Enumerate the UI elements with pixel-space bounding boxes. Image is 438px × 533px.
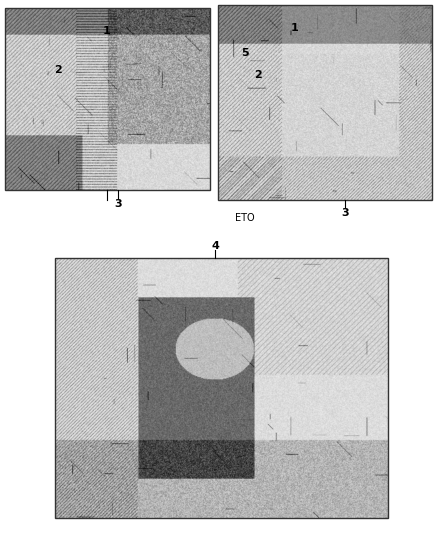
Text: 2: 2 xyxy=(54,65,62,75)
Text: 1: 1 xyxy=(291,23,299,33)
Bar xyxy=(5,8,210,190)
Text: 5: 5 xyxy=(241,48,249,58)
Text: ETO: ETO xyxy=(235,213,255,223)
Bar xyxy=(218,5,432,200)
Text: 4: 4 xyxy=(211,241,219,251)
Bar xyxy=(55,258,388,518)
Text: 3: 3 xyxy=(341,208,349,218)
Text: 1: 1 xyxy=(103,26,111,36)
Text: 3: 3 xyxy=(114,199,122,209)
Text: 2: 2 xyxy=(254,70,262,80)
